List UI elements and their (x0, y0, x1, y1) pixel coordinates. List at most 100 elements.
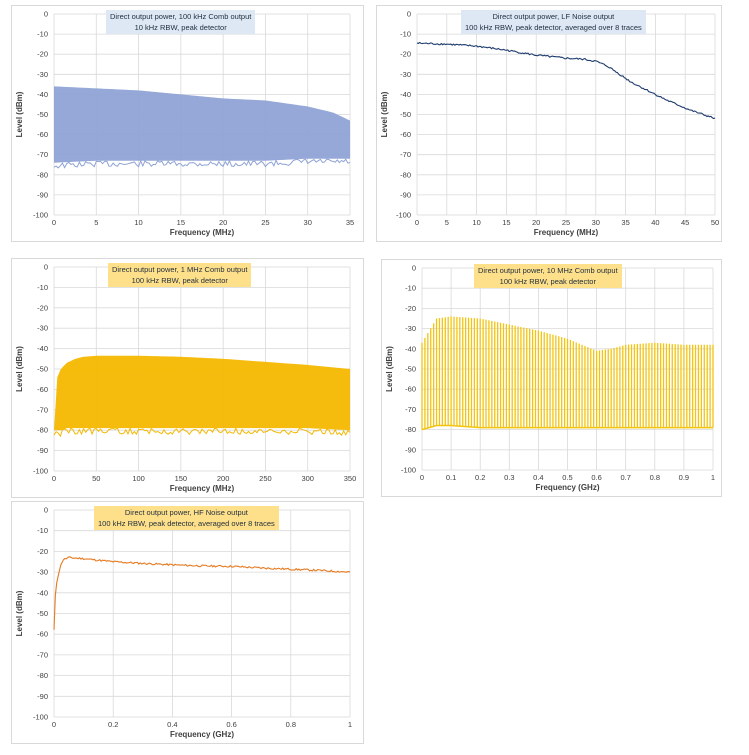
x-tick-label: 1 (711, 473, 715, 482)
x-tick-label: 0.6 (226, 720, 236, 729)
chart-svg-1mhz-comb: 0 -10 -20 -30 -40 -50 -60 -70 -80 -90 -100 0 50 100 15… (15, 263, 356, 494)
x-tick-label: 0.7 (620, 473, 630, 482)
x-tick-label: 0 (420, 473, 424, 482)
y-tick-label: -10 (37, 30, 48, 39)
y-tick-label: -60 (37, 630, 48, 639)
y-tick-label: -100 (401, 466, 416, 475)
series-band-edge (53, 426, 351, 438)
y-tick-label: -70 (37, 150, 48, 159)
chart-panel-1mhz-comb: 0 -10 -20 -30 -40 -50 -60 -70 -80 -90 -100 0 50 100 15… (11, 258, 364, 498)
x-tick-label: 35 (346, 218, 354, 227)
chart-title-line-1: Direct output power, 100 kHz Comb output (110, 12, 252, 21)
y-tick-label: -80 (37, 671, 48, 680)
x-tick-label: 15 (177, 218, 185, 227)
y-tick-label: -100 (33, 467, 48, 476)
chart-panel-100khz-comb: 0 -10 -20 -30 -40 -50 -60 -70 -80 -90 -100 0 5 10 15 20… (11, 5, 364, 242)
series-band (54, 86, 350, 163)
series-line (53, 556, 351, 630)
x-tick-label: 40 (651, 218, 659, 227)
x-tick-label: 20 (219, 218, 227, 227)
chart-panel-10mhz-comb: 0 -10 -20 -30 -40 -50 -60 -70 -80 -90 -100 0 0.1 0.2 0… (381, 259, 722, 497)
chart-panel-lf-noise: 0 -10 -20 -30 -40 -50 -60 -70 -80 -90 -100 0 5 10 15 20… (376, 5, 722, 242)
y-axis-title: Level (dBm) (15, 590, 24, 636)
y-tick-label: -30 (405, 324, 416, 333)
y-tick-label: -40 (37, 344, 48, 353)
chart-title-line-2: 100 kHz RBW, peak detector (131, 276, 228, 285)
x-tick-label: 200 (217, 474, 230, 483)
x-tick-label: 0 (52, 720, 56, 729)
chart-title-line-2: 100 kHz RBW, peak detector, averaged ove… (465, 23, 642, 32)
x-tick-label: 0.4 (167, 720, 177, 729)
x-tick-label: 0 (52, 218, 56, 227)
chart-title-line-2: 100 kHz RBW, peak detector (499, 277, 596, 286)
y-tick-label: -50 (37, 609, 48, 618)
y-axis-title: Level (dBm) (15, 346, 24, 392)
y-tick-label: -40 (37, 588, 48, 597)
chart-title-10mhz-comb: Direct output power, 10 MHz Comb output … (474, 264, 622, 288)
y-tick-label: -60 (37, 130, 48, 139)
y-tick-label: -10 (405, 284, 416, 293)
y-tick-label: -10 (400, 30, 411, 39)
y-tick-label: -50 (405, 365, 416, 374)
y-tick-label: 0 (412, 264, 416, 273)
y-tick-label: -30 (400, 70, 411, 79)
y-tick-label: -30 (37, 568, 48, 577)
chart-title-line-1: Direct output power, 10 MHz Comb output (478, 266, 618, 275)
x-tick-label: 0.9 (679, 473, 689, 482)
y-tick-label: 0 (44, 10, 48, 19)
chart-svg-100khz-comb: 0 -10 -20 -30 -40 -50 -60 -70 -80 -90 -100 0 5 10 15 20… (15, 10, 354, 238)
x-tick-label: 10 (134, 218, 142, 227)
y-tick-label: 0 (44, 506, 48, 515)
x-tick-label: 0.6 (591, 473, 601, 482)
x-tick-label: 20 (532, 218, 540, 227)
x-tick-label: 300 (301, 474, 314, 483)
y-tick-label: -70 (405, 405, 416, 414)
x-tick-label: 25 (562, 218, 570, 227)
x-tick-label: 10 (472, 218, 480, 227)
x-axis-title: Frequency (MHz) (170, 484, 235, 493)
x-tick-label: 0.1 (446, 473, 456, 482)
x-tick-label: 0.3 (504, 473, 514, 482)
x-tick-label: 250 (259, 474, 272, 483)
chart-title-line-2: 100 kHz RBW, peak detector, averaged ove… (98, 519, 275, 528)
y-tick-label: -80 (37, 170, 48, 179)
y-tick-label: -100 (33, 713, 48, 722)
y-tick-label: -30 (37, 324, 48, 333)
y-tick-label: -90 (405, 445, 416, 454)
y-axis-title: Level (dBm) (15, 91, 24, 137)
x-tick-label: 35 (621, 218, 629, 227)
x-tick-label: 50 (92, 474, 100, 483)
y-tick-label: -70 (400, 150, 411, 159)
y-tick-label: -90 (37, 692, 48, 701)
y-tick-label: -60 (400, 130, 411, 139)
y-tick-label: -10 (37, 283, 48, 292)
chart-svg-10mhz-comb: 0 -10 -20 -30 -40 -50 -60 -70 -80 -90 -100 0 0.1 0.2 0… (385, 264, 715, 493)
x-tick-label: 30 (304, 218, 312, 227)
x-tick-label: 0.8 (286, 720, 296, 729)
x-tick-label: 25 (261, 218, 269, 227)
y-tick-label: -30 (37, 70, 48, 79)
chart-panel-hf-noise: 0 -10 -20 -30 -40 -50 -60 -70 -80 -90 -100 0 0.2 0.4 0… (11, 501, 364, 744)
x-tick-label: 0.2 (475, 473, 485, 482)
y-tick-label: -40 (37, 90, 48, 99)
y-tick-label: -50 (400, 110, 411, 119)
x-axis-title: Frequency (MHz) (534, 228, 599, 237)
x-tick-label: 0.5 (562, 473, 572, 482)
x-tick-label: 100 (132, 474, 145, 483)
y-tick-label: 0 (407, 10, 411, 19)
y-tick-label: -90 (37, 190, 48, 199)
x-axis-title: Frequency (MHz) (170, 228, 235, 237)
chart-title-line-1: Direct output power, LF Noise output (492, 12, 615, 21)
y-tick-label: -80 (400, 170, 411, 179)
y-tick-label: -90 (37, 446, 48, 455)
y-tick-label: -40 (405, 344, 416, 353)
y-tick-label: -20 (37, 50, 48, 59)
x-tick-label: 15 (502, 218, 510, 227)
x-tick-label: 1 (348, 720, 352, 729)
x-tick-label: 0 (415, 218, 419, 227)
chart-title-line-2: 10 kHz RBW, peak detector (134, 23, 227, 32)
y-tick-label: -20 (400, 50, 411, 59)
comb-floor (421, 424, 713, 431)
x-tick-label: 0.8 (650, 473, 660, 482)
series-band-edge (53, 158, 351, 169)
